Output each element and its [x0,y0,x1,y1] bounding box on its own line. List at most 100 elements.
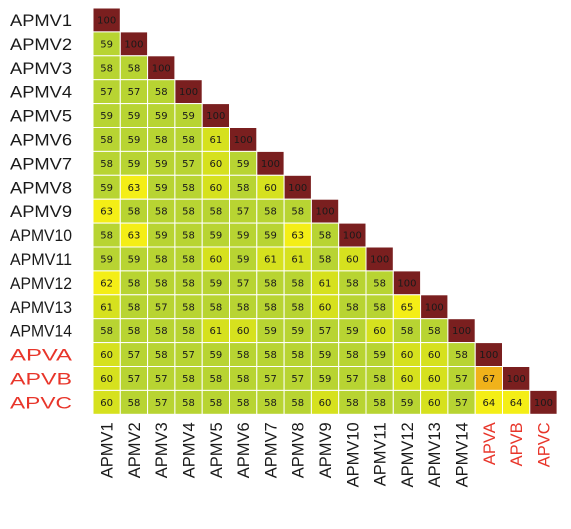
heatmap-cell-APMV6-APMV2: 59 [119,127,149,152]
heatmap-cell-APVC-APVA: 64 [474,389,504,415]
heatmap-cell-APVA-APMV4: 57 [174,342,203,368]
heatmap-cell-APMV5-APMV3: 59 [147,103,176,128]
cell-value-label: 63 [128,183,141,194]
cell-value-label: 59 [373,350,386,361]
heatmap-cell-APVC-APMV1: 60 [92,389,121,415]
heatmap-cell-APMV8-APMV5: 60 [201,174,230,200]
heatmap-cell-APMV12-APMV6: 57 [229,270,258,296]
cell-value-label: 58 [128,326,141,337]
column-label-APVA: APVA [481,422,499,465]
heatmap-cell-APMV5-APMV1: 59 [92,103,121,128]
cell-value-label: 61 [291,254,304,265]
heatmap-cell-APMV14-APMV3: 58 [147,318,176,344]
cell-value-label: 58 [373,398,386,409]
row-label-APVA: APVA [10,347,72,365]
heatmap-cell-APMV6-APMV5: 61 [201,127,230,152]
cell-value-label: 58 [155,350,168,361]
cell-value-label: 60 [401,374,414,385]
cell-value-label: 60 [319,398,332,409]
heatmap-cell-APMV12-APMV11: 58 [365,270,394,296]
row-label-APMV7: APMV7 [10,155,72,173]
heatmap-cell-APVA-APMV6: 58 [229,342,258,368]
heatmap-cell-APMV9-APMV8: 58 [283,198,312,224]
cell-value-label: 59 [128,254,141,265]
cell-value-label: 100 [507,374,526,385]
cell-value-label: 59 [209,350,222,361]
heatmap-cell-APVA-APMV11: 59 [365,342,394,368]
row-label-APMV9: APMV9 [10,203,72,221]
heatmap-cell-APMV13-APMV6: 58 [229,294,258,320]
heatmap-cell-APVB-APMV10: 57 [338,366,367,391]
heatmap-cell-APMV6-APMV4: 58 [174,127,203,152]
cell-value-label: 58 [182,254,195,265]
cell-value-label: 59 [319,374,332,385]
heatmap-cell-APVC-APMV13: 60 [420,389,449,415]
heatmap-cell-APMV14-APMV13: 58 [420,318,449,344]
heatmap-cell-APVB-APVA: 67 [474,366,504,391]
cell-value-label: 60 [100,398,113,409]
column-label-APMV2: APMV2 [126,422,144,478]
heatmap-cell-APMV12-APMV5: 59 [201,270,230,296]
cell-value-label: 59 [155,183,168,194]
heatmap-cell-APVB-APMV4: 58 [174,366,203,391]
row-label-APMV14: APMV14 [10,323,72,341]
heatmap-cell-APVA-APMV3: 58 [147,342,176,368]
heatmap-cell-APMV4-APMV1: 57 [92,79,121,105]
cell-value-label: 57 [100,87,113,98]
heatmap-cell-APMV8-APMV4: 58 [174,174,203,200]
heatmap-cell-APMV10-APMV1: 58 [92,222,121,248]
cell-value-label: 58 [455,350,468,361]
cell-value-label: 57 [155,398,168,409]
cell-value-label: 59 [155,231,168,242]
column-label-APMV12: APMV12 [399,422,417,487]
heatmap-cell-APVB-APMV6: 58 [229,366,258,391]
heatmap-cell-APVB-APMV8: 57 [283,366,312,391]
column-labels: APMV1 APMV2 APMV3 APMV4 APMV5 APMV6 APMV7 APMV8… [99,422,554,487]
heatmap-cell-APMV12-APMV8: 58 [283,270,312,296]
cell-value-label: 60 [319,302,332,313]
cell-value-label: 58 [291,302,304,313]
cell-value-label: 100 [425,302,444,313]
heatmap-cell-APMV14-APMV8: 59 [283,318,312,344]
cell-value-label: 57 [455,374,468,385]
row-label-APMV3: APMV3 [10,60,72,78]
heatmap-cell-APMV13-APMV1: 61 [92,294,121,320]
column-label-APMV13: APMV13 [426,422,444,487]
cell-value-label: 61 [264,254,277,265]
heatmap-cell-APMV9-APMV6: 57 [229,198,258,224]
heatmap-cell-APMV8-APMV3: 59 [147,174,176,200]
heatmap-cell-APVA-APMV13: 60 [420,342,449,368]
heatmap-cell-APVB-APMV9: 59 [310,366,340,391]
cell-value-label: 59 [291,326,304,337]
heatmap-cell-APMV11-APMV7: 61 [256,246,285,272]
heatmap-cell-APMV14-APMV6: 60 [229,318,258,344]
heatmap-cell-APMV9-APMV2: 58 [119,198,149,224]
heatmap-cell-APMV3-APMV2: 58 [119,55,149,81]
cell-value-label: 64 [482,398,495,409]
cell-value-label: 60 [209,183,222,194]
cell-value-label: 57 [237,278,250,289]
heatmap-cell-APVB-APMV2: 57 [119,366,149,391]
cell-value-label: 59 [264,326,277,337]
cell-value-label: 58 [237,183,250,194]
cell-value-label: 58 [128,207,141,218]
heatmap-cell-APMV6-APMV1: 58 [92,127,121,152]
row-label-APVB: APVB [10,370,72,388]
cell-value-label: 60 [373,326,386,337]
column-label-APVB: APVB [508,422,526,466]
heatmap-cell-APMV9-APMV5: 58 [201,198,230,224]
cell-value-label: 58 [182,374,195,385]
cell-value-label: 58 [100,326,113,337]
cell-value-label: 58 [291,207,304,218]
heatmap-cell-APMV13-APMV3: 57 [147,294,176,320]
heatmap-cell-APMV10-APMV9: 58 [310,222,340,248]
heatmap-cell-APMV11-APMV1: 59 [92,246,121,272]
cell-value-label: 59 [128,135,141,146]
heatmap-cell-APMV13-APMV5: 58 [201,294,230,320]
heatmap-cell-APMV11-APMV10: 60 [338,246,367,272]
cell-value-label: 58 [155,278,168,289]
cell-value-label: 57 [128,350,141,361]
cell-value-label: 58 [209,207,222,218]
cell-value-label: 100 [206,111,225,122]
heatmap-cell-APVC-APMV12: 59 [392,389,422,415]
